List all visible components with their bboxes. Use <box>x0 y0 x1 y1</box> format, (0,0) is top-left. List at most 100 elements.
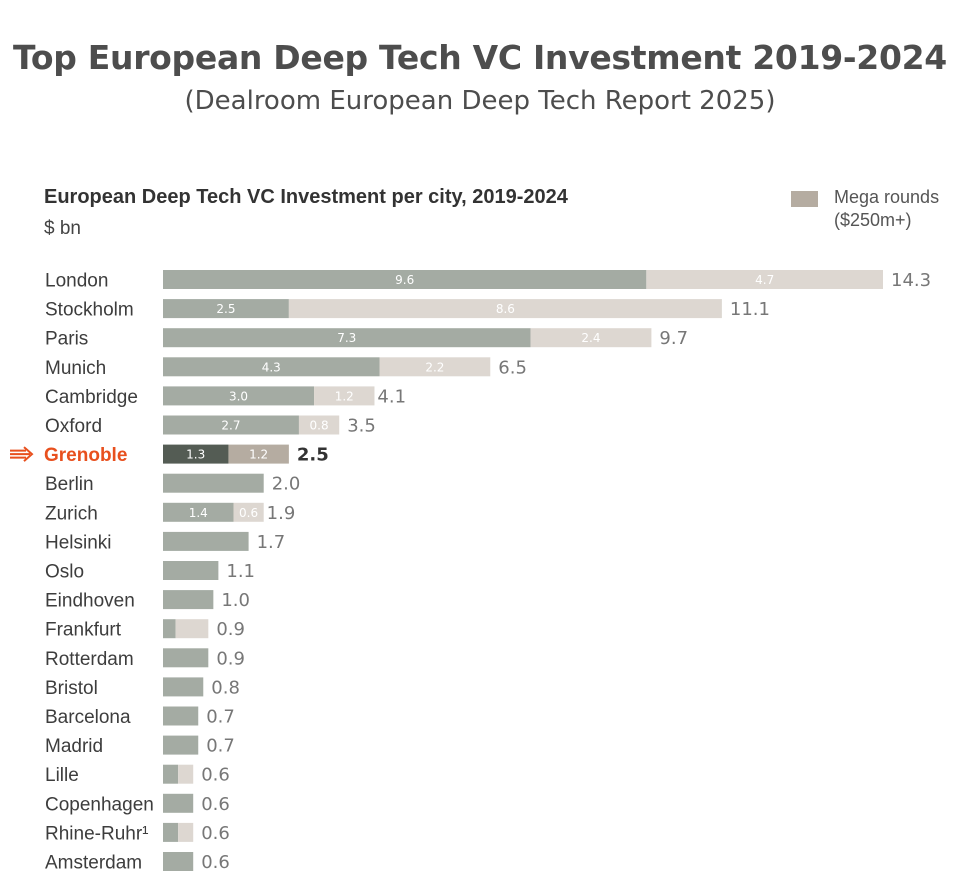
city-label-oslo: Oslo <box>45 562 84 583</box>
city-label-bristol: Bristol <box>45 678 98 699</box>
legend-label: Mega rounds ($250m+) <box>834 186 954 232</box>
bar-total-label-helsinki: 1.7 <box>257 532 286 553</box>
city-label-eindhoven: Eindhoven <box>45 591 135 612</box>
bar-base-bristol <box>163 677 204 697</box>
bar-mega-label-munich: 2.2 <box>425 360 444 374</box>
bar-base-label-stockholm: 2.5 <box>216 302 235 316</box>
bar-mega-grenoble <box>228 444 289 464</box>
bar-base-cambridge <box>163 386 315 406</box>
city-label-paris: Paris <box>45 329 88 350</box>
bar-total-label-frankfurt: 0.9 <box>216 619 245 640</box>
bar-total-label-london: 14.3 <box>891 270 931 291</box>
bar-base-label-munich: 4.3 <box>262 360 281 374</box>
bar-base-paris <box>163 328 531 348</box>
bar-mega-frankfurt <box>175 619 209 639</box>
bar-base-label-london: 9.6 <box>395 273 414 287</box>
bar-total-label-eindhoven: 1.0 <box>221 590 250 611</box>
bar-mega-label-cambridge: 1.2 <box>335 389 354 403</box>
bar-base-label-paris: 7.3 <box>337 331 356 345</box>
bar-total-label-berlin: 2.0 <box>272 474 301 495</box>
bar-mega-lille <box>178 764 194 784</box>
bar-mega-label-stockholm: 8.6 <box>496 302 515 316</box>
bar-base-grenoble <box>163 444 229 464</box>
bar-total-label-cambridge: 4.1 <box>377 386 406 407</box>
bar-mega-rhine-ruhr <box>178 822 194 842</box>
highlight-arrow-icon <box>10 446 34 462</box>
bar-mega-oxford <box>298 415 340 435</box>
bar-base-oxford <box>163 415 299 435</box>
bar-base-label-cambridge: 3.0 <box>229 389 248 403</box>
bar-base-label-zurich: 1.4 <box>189 506 208 520</box>
bar-total-label-oslo: 1.1 <box>226 561 255 582</box>
city-label-oxford: Oxford <box>45 416 102 437</box>
bar-mega-label-oxford: 0.8 <box>310 419 329 433</box>
bar-mega-stockholm <box>288 299 722 319</box>
bar-base-barcelona <box>163 706 199 726</box>
chart-unit: $ bn <box>44 218 81 239</box>
bar-base-label-grenoble: 1.3 <box>186 448 205 462</box>
bar-base-stockholm <box>163 299 289 319</box>
legend-swatch-mega-rounds <box>791 191 818 207</box>
city-label-cambridge: Cambridge <box>45 387 138 408</box>
bar-total-label-stockholm: 11.1 <box>730 299 770 320</box>
bar-total-label-lille: 0.6 <box>201 765 230 786</box>
bar-base-london <box>163 270 647 289</box>
bar-mega-zurich <box>233 502 264 522</box>
city-label-grenoble: Grenoble <box>44 445 127 466</box>
legend-label-line1: Mega rounds <box>834 187 940 207</box>
bar-base-rotterdam <box>163 648 209 668</box>
bar-total-label-munich: 6.5 <box>498 357 527 378</box>
bar-total-label-rhine-ruhr: 0.6 <box>201 823 230 844</box>
bar-mega-london <box>646 270 884 289</box>
page-subtitle: (Dealroom European Deep Tech Report 2025… <box>184 86 776 116</box>
bar-total-label-rotterdam: 0.9 <box>216 648 245 669</box>
chart-title: European Deep Tech VC Investment per cit… <box>44 186 568 208</box>
city-label-helsinki: Helsinki <box>45 532 112 553</box>
bar-total-label-barcelona: 0.7 <box>206 707 235 728</box>
bar-base-zurich <box>163 502 234 522</box>
city-label-lille: Lille <box>45 765 79 786</box>
bar-total-label-paris: 9.7 <box>659 328 688 349</box>
bar-mega-cambridge <box>314 386 375 406</box>
city-label-madrid: Madrid <box>45 736 103 757</box>
legend-label-line2: ($250m+) <box>834 210 912 230</box>
bar-base-copenhagen <box>163 793 194 813</box>
city-label-frankfurt: Frankfurt <box>45 620 122 641</box>
bar-base-label-oxford: 2.7 <box>221 419 240 433</box>
bar-base-oslo <box>163 561 219 580</box>
city-label-amsterdam: Amsterdam <box>45 853 142 874</box>
city-label-london: London <box>45 271 108 292</box>
bar-total-label-zurich: 1.9 <box>267 503 296 524</box>
bar-total-label-copenhagen: 0.6 <box>201 794 230 815</box>
bar-base-helsinki <box>163 531 249 551</box>
city-label-stockholm: Stockholm <box>45 300 134 321</box>
bar-base-munich <box>163 357 380 377</box>
city-label-rhine-ruhr: Rhine-Ruhr¹ <box>45 823 148 844</box>
bar-total-label-amsterdam: 0.6 <box>201 852 230 873</box>
bar-mega-paris <box>530 328 652 348</box>
city-label-barcelona: Barcelona <box>45 707 131 728</box>
bar-base-madrid <box>163 735 199 755</box>
city-label-munich: Munich <box>45 358 106 379</box>
page-title: Top European Deep Tech VC Investment 201… <box>13 38 947 77</box>
bar-total-label-oxford: 3.5 <box>347 416 376 437</box>
bar-base-frankfurt <box>163 619 176 639</box>
bar-base-lille <box>163 764 179 784</box>
city-label-rotterdam: Rotterdam <box>45 649 134 670</box>
bar-total-label-grenoble: 2.5 <box>297 445 329 466</box>
bar-total-label-bristol: 0.8 <box>211 677 240 698</box>
bar-mega-munich <box>379 357 491 377</box>
bar-mega-label-zurich: 0.6 <box>239 506 258 520</box>
bar-base-eindhoven <box>163 590 214 610</box>
bar-mega-label-london: 4.7 <box>755 273 774 287</box>
bar-mega-label-paris: 2.4 <box>581 331 600 345</box>
bar-base-rhine-ruhr <box>163 822 179 842</box>
bar-mega-label-grenoble: 1.2 <box>249 448 268 462</box>
city-label-zurich: Zurich <box>45 503 98 524</box>
bar-base-berlin <box>163 473 264 493</box>
bar-total-label-madrid: 0.7 <box>206 736 235 757</box>
city-label-berlin: Berlin <box>45 474 94 495</box>
city-label-copenhagen: Copenhagen <box>45 794 154 815</box>
bar-base-amsterdam <box>163 852 194 871</box>
